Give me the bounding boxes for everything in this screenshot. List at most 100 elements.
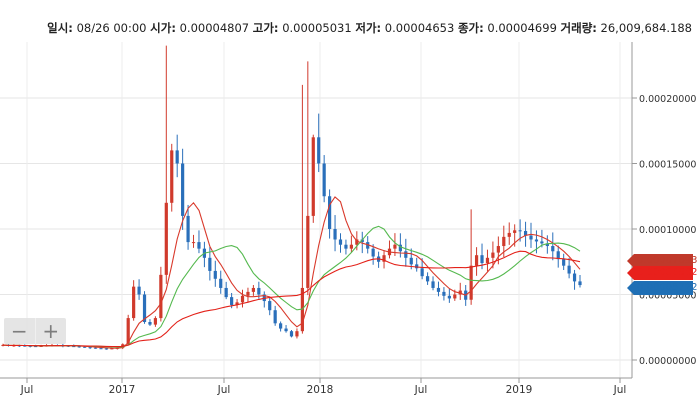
y-tick-label: 0.00010000 xyxy=(639,225,696,236)
candle-body xyxy=(197,242,201,249)
candle-body xyxy=(328,196,332,229)
candle-body xyxy=(529,235,533,240)
date-label: 일시: xyxy=(47,21,73,35)
date-value: 08/26 00:00 xyxy=(76,21,147,35)
candle-body xyxy=(191,242,196,244)
candle-body xyxy=(268,301,272,311)
candle-body xyxy=(170,150,174,203)
candle-body xyxy=(186,215,190,243)
chart-axes: 0.00000000 0.00005000 0.00010000 0.00015000… xyxy=(0,42,696,396)
y-tick-label: 0.00005000 xyxy=(639,291,696,302)
x-tick-label: Jul xyxy=(217,384,231,396)
candle-body xyxy=(126,318,130,345)
candle-body xyxy=(104,348,109,350)
candle-body xyxy=(181,163,185,216)
candle-body xyxy=(556,251,560,260)
candle-body xyxy=(436,287,441,292)
candle-body xyxy=(453,294,457,299)
ma-mid-line xyxy=(2,225,581,348)
candle-body xyxy=(404,251,408,258)
candle-body xyxy=(88,347,92,349)
low-value: 0.00004653 xyxy=(384,21,455,35)
candle-body xyxy=(371,248,375,257)
x-tick-label: 2019 xyxy=(506,384,533,396)
zoom-in-button[interactable]: + xyxy=(34,318,67,344)
candle-body xyxy=(496,246,500,253)
candle-body xyxy=(360,239,364,243)
candle-body xyxy=(257,287,261,295)
candle-body xyxy=(289,331,294,337)
candle-body xyxy=(382,255,386,262)
candle-body xyxy=(333,229,337,240)
candle-body xyxy=(311,137,315,216)
candle-body xyxy=(142,294,147,323)
candle-body xyxy=(251,287,255,292)
candle-body xyxy=(246,291,250,296)
candle-body xyxy=(235,302,239,305)
x-tick-label: Jul xyxy=(414,384,428,396)
candle-body xyxy=(224,287,228,298)
x-tick-label: 2017 xyxy=(109,384,136,396)
candle-body xyxy=(420,268,424,277)
candle-body xyxy=(491,252,495,258)
candle-body xyxy=(279,323,283,329)
candlestick-series xyxy=(1,45,582,350)
candle-body xyxy=(523,230,528,236)
candle-body xyxy=(447,295,451,299)
zoom-out-button[interactable]: − xyxy=(10,319,28,343)
candle-body xyxy=(93,347,98,349)
candle-body xyxy=(317,137,321,164)
close-value: 0.00004699 xyxy=(487,21,557,35)
x-tick-label: Jul xyxy=(20,384,34,396)
candle-body xyxy=(72,346,76,348)
volume-label: 거래량: xyxy=(560,21,597,35)
candle-body xyxy=(480,255,484,264)
candle-body xyxy=(349,244,353,249)
moving-average-lines xyxy=(2,196,581,349)
candle-body xyxy=(273,310,277,324)
candle-body xyxy=(230,297,234,305)
candle-body xyxy=(175,150,179,164)
candle-body xyxy=(540,241,544,244)
open-value: 0.00004807 xyxy=(179,21,250,35)
candle-body xyxy=(77,346,81,348)
x-tick-label: Jul xyxy=(613,384,627,396)
low-label: 저가: xyxy=(355,21,382,35)
candle-body xyxy=(240,295,245,303)
candle-body xyxy=(153,318,158,325)
candle-body xyxy=(366,242,370,249)
candle-body xyxy=(132,286,136,319)
y-tick-label: 0.00020000 xyxy=(639,94,696,105)
candle-body xyxy=(442,291,446,296)
candle-body xyxy=(551,246,555,252)
candle-body xyxy=(159,274,163,319)
zoom-controls: − + xyxy=(4,318,66,344)
candle-body xyxy=(28,345,32,347)
candle-body xyxy=(469,265,473,300)
candle-body xyxy=(507,232,511,237)
candle-body xyxy=(23,345,27,347)
candle-body xyxy=(458,290,462,295)
candle-body xyxy=(306,215,310,288)
candle-body xyxy=(148,322,152,325)
candle-body xyxy=(425,276,430,282)
candle-body xyxy=(474,255,479,266)
candle-body xyxy=(137,286,141,295)
open-label: 시가: xyxy=(150,21,176,35)
candle-body xyxy=(164,202,168,275)
y-tick-label: 0.00000000 xyxy=(639,356,696,367)
candle-body xyxy=(415,264,419,269)
candle-body xyxy=(344,244,348,249)
volume-value: 26,009,684.188 xyxy=(600,21,692,35)
candle-body xyxy=(322,163,326,197)
candle-body xyxy=(295,331,299,337)
high-label: 고가: xyxy=(252,21,279,35)
candle-body xyxy=(545,243,549,247)
high-value: 0.00005031 xyxy=(282,21,352,35)
price-tag-ma-long: 0.00007693 xyxy=(627,254,697,268)
candle-body xyxy=(578,281,582,286)
candle-body xyxy=(534,239,539,242)
price-tag-ma-short: 0.00006802 xyxy=(627,266,697,280)
candle-body xyxy=(572,273,577,282)
